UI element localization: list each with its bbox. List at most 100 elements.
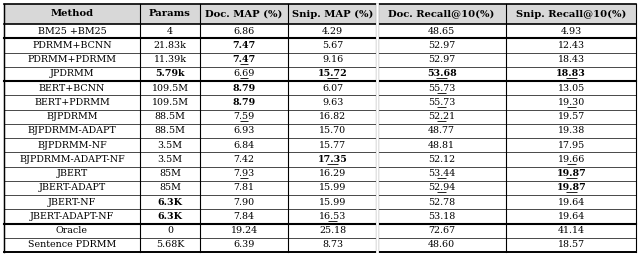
Text: 8.79: 8.79: [232, 98, 256, 107]
Text: 9.16: 9.16: [322, 55, 343, 64]
Text: 52.97: 52.97: [428, 55, 455, 64]
Text: 6.86: 6.86: [234, 27, 255, 36]
Text: 19.66: 19.66: [557, 155, 585, 164]
Text: 88.5M: 88.5M: [154, 112, 186, 121]
Text: 6.69: 6.69: [234, 69, 255, 78]
Text: 18.83: 18.83: [556, 69, 586, 78]
Text: 52.21: 52.21: [428, 112, 455, 121]
Text: 109.5M: 109.5M: [152, 84, 188, 93]
Text: 0: 0: [167, 226, 173, 235]
Text: JBERT-NF: JBERT-NF: [48, 198, 96, 207]
Text: 8.73: 8.73: [322, 240, 343, 249]
Text: 5.79k: 5.79k: [155, 69, 185, 78]
Text: 109.5M: 109.5M: [152, 98, 188, 107]
Text: 19.57: 19.57: [557, 112, 585, 121]
Text: 48.77: 48.77: [428, 126, 455, 135]
Text: 19.87: 19.87: [556, 169, 586, 178]
Text: Doc. Recall@10(%): Doc. Recall@10(%): [388, 9, 495, 18]
Text: 41.14: 41.14: [557, 226, 585, 235]
Text: 18.57: 18.57: [557, 240, 585, 249]
Text: 85M: 85M: [159, 169, 181, 178]
Text: 19.87: 19.87: [556, 183, 586, 192]
Text: 55.73: 55.73: [428, 84, 455, 93]
Text: 7.81: 7.81: [234, 183, 255, 192]
Text: 7.42: 7.42: [234, 155, 255, 164]
Text: 5.68K: 5.68K: [156, 240, 184, 249]
Text: 7.59: 7.59: [234, 112, 255, 121]
Text: Params: Params: [149, 9, 191, 18]
Text: 53.18: 53.18: [428, 212, 455, 221]
Text: 11.39k: 11.39k: [154, 55, 186, 64]
Text: 53.44: 53.44: [428, 169, 455, 178]
Text: 8.79: 8.79: [232, 84, 256, 93]
Text: PDRMM+BCNN: PDRMM+BCNN: [32, 41, 112, 50]
Text: 16.53: 16.53: [319, 212, 346, 221]
Text: Method: Method: [51, 9, 93, 18]
Text: 7.84: 7.84: [234, 212, 255, 221]
Text: Snip. MAP (%): Snip. MAP (%): [292, 9, 373, 19]
Text: 17.95: 17.95: [557, 141, 585, 150]
Text: 85M: 85M: [159, 183, 181, 192]
Text: 5.67: 5.67: [322, 41, 343, 50]
Text: 52.94: 52.94: [428, 183, 455, 192]
Text: 15.99: 15.99: [319, 198, 346, 207]
Text: 6.93: 6.93: [234, 126, 255, 135]
Text: 4.29: 4.29: [322, 27, 343, 36]
Text: 15.70: 15.70: [319, 126, 346, 135]
Text: 4.93: 4.93: [561, 27, 582, 36]
Text: 7.47: 7.47: [232, 55, 256, 64]
Text: 21.83k: 21.83k: [154, 41, 186, 50]
Text: JBERT-ADAPT: JBERT-ADAPT: [38, 183, 106, 192]
Text: BJPDRMM-ADAPT-NF: BJPDRMM-ADAPT-NF: [19, 155, 125, 164]
Text: 6.3K: 6.3K: [157, 212, 182, 221]
Text: 48.60: 48.60: [428, 240, 455, 249]
Text: Sentence PDRMM: Sentence PDRMM: [28, 240, 116, 249]
Text: 19.38: 19.38: [557, 126, 585, 135]
Text: 25.18: 25.18: [319, 226, 346, 235]
Text: 7.47: 7.47: [232, 41, 256, 50]
Text: 19.64: 19.64: [557, 198, 585, 207]
Text: PDRMM+PDRMM: PDRMM+PDRMM: [28, 55, 116, 64]
Text: 3.5M: 3.5M: [157, 141, 182, 150]
Text: JBERT-ADAPT-NF: JBERT-ADAPT-NF: [30, 212, 114, 221]
Text: BJPDRMM: BJPDRMM: [46, 112, 98, 121]
Text: Snip. Recall@10(%): Snip. Recall@10(%): [516, 9, 627, 19]
Text: 88.5M: 88.5M: [154, 126, 186, 135]
Text: BERT+PDRMM: BERT+PDRMM: [34, 98, 110, 107]
Text: 72.67: 72.67: [428, 226, 455, 235]
Text: 12.43: 12.43: [557, 41, 585, 50]
Text: 7.90: 7.90: [234, 198, 255, 207]
Text: 6.84: 6.84: [234, 141, 255, 150]
Bar: [4, 4, 636, 24]
Text: Doc. MAP (%): Doc. MAP (%): [205, 9, 283, 18]
Text: 6.3K: 6.3K: [157, 198, 182, 207]
Text: 15.99: 15.99: [319, 183, 346, 192]
Text: 7.93: 7.93: [234, 169, 255, 178]
Text: 16.29: 16.29: [319, 169, 346, 178]
Text: BJPDRMM-NF: BJPDRMM-NF: [37, 141, 107, 150]
Text: 6.39: 6.39: [234, 240, 255, 249]
Text: 48.81: 48.81: [428, 141, 455, 150]
Text: BM25 +BM25: BM25 +BM25: [38, 27, 106, 36]
Text: BJPDRMM-ADAPT: BJPDRMM-ADAPT: [28, 126, 116, 135]
Text: 13.05: 13.05: [557, 84, 585, 93]
Text: 9.63: 9.63: [322, 98, 343, 107]
Text: 15.72: 15.72: [318, 69, 348, 78]
Text: 6.07: 6.07: [322, 84, 343, 93]
Text: JPDRMM: JPDRMM: [50, 69, 94, 78]
Text: 15.77: 15.77: [319, 141, 346, 150]
Text: BERT+BCNN: BERT+BCNN: [39, 84, 105, 93]
Text: 19.64: 19.64: [557, 212, 585, 221]
Text: 52.12: 52.12: [428, 155, 455, 164]
Text: 53.68: 53.68: [427, 69, 456, 78]
Text: 4: 4: [167, 27, 173, 36]
Text: 16.82: 16.82: [319, 112, 346, 121]
Text: 52.78: 52.78: [428, 198, 455, 207]
Text: JBERT: JBERT: [56, 169, 88, 178]
Text: 55.73: 55.73: [428, 98, 455, 107]
Text: 17.35: 17.35: [318, 155, 348, 164]
Text: 18.43: 18.43: [557, 55, 585, 64]
Text: Oracle: Oracle: [56, 226, 88, 235]
Text: 19.30: 19.30: [557, 98, 585, 107]
Text: 19.24: 19.24: [230, 226, 258, 235]
